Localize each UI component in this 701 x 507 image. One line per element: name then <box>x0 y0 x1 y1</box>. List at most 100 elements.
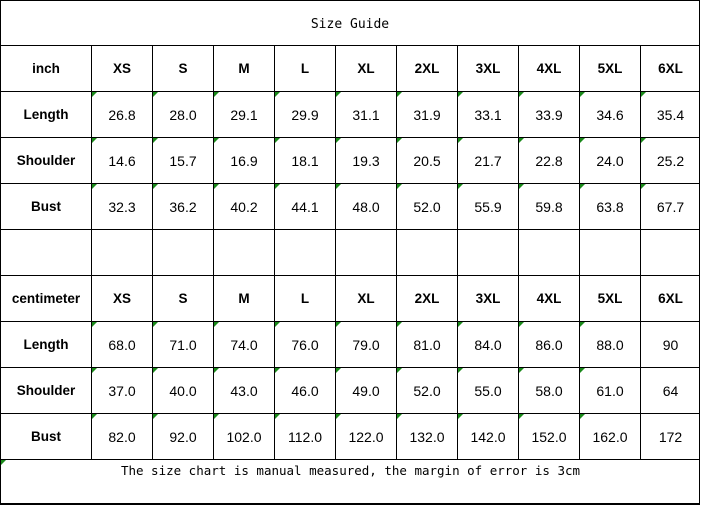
size-header-3xl[interactable]: 3XL <box>457 276 518 322</box>
value-cell[interactable]: 152.0 <box>518 414 579 460</box>
value-cell[interactable]: 172 <box>640 414 700 460</box>
size-header-5xl[interactable]: 5XL <box>579 276 640 322</box>
value-cell[interactable]: 22.8 <box>518 138 579 184</box>
value-cell[interactable]: 79.0 <box>335 322 396 368</box>
value-cell[interactable]: 122.0 <box>335 414 396 460</box>
unit-header-cell[interactable]: centimeter <box>0 276 91 322</box>
size-header-5xl[interactable]: 5XL <box>579 46 640 92</box>
value-cell[interactable]: 68.0 <box>91 322 152 368</box>
empty-cell[interactable] <box>457 230 518 276</box>
value-cell[interactable]: 31.9 <box>396 92 457 138</box>
row-label-length[interactable]: Length <box>0 322 91 368</box>
size-header-m[interactable]: M <box>213 46 274 92</box>
value-cell[interactable]: 35.4 <box>640 92 700 138</box>
value-cell[interactable]: 20.5 <box>396 138 457 184</box>
value-cell[interactable]: 142.0 <box>457 414 518 460</box>
value-cell[interactable]: 49.0 <box>335 368 396 414</box>
value-cell[interactable]: 46.0 <box>274 368 335 414</box>
row-label-shoulder[interactable]: Shoulder <box>0 368 91 414</box>
value-cell[interactable]: 33.1 <box>457 92 518 138</box>
size-header-xs[interactable]: XS <box>91 46 152 92</box>
unit-header-cell[interactable]: inch <box>0 46 91 92</box>
row-label-bust[interactable]: Bust <box>0 414 91 460</box>
value-cell[interactable]: 48.0 <box>335 184 396 230</box>
empty-cell[interactable] <box>396 230 457 276</box>
empty-cell[interactable] <box>152 230 213 276</box>
size-header-xl[interactable]: XL <box>335 46 396 92</box>
value-cell[interactable]: 71.0 <box>152 322 213 368</box>
size-header-s[interactable]: S <box>152 276 213 322</box>
row-label-bust[interactable]: Bust <box>0 184 91 230</box>
value-cell[interactable]: 58.0 <box>518 368 579 414</box>
empty-cell[interactable] <box>335 230 396 276</box>
value-cell[interactable]: 40.2 <box>213 184 274 230</box>
value-cell[interactable]: 34.6 <box>579 92 640 138</box>
value-cell[interactable]: 102.0 <box>213 414 274 460</box>
value-cell[interactable]: 31.1 <box>335 92 396 138</box>
size-header-l[interactable]: L <box>274 276 335 322</box>
size-header-s[interactable]: S <box>152 46 213 92</box>
value-cell[interactable]: 15.7 <box>152 138 213 184</box>
size-header-l[interactable]: L <box>274 46 335 92</box>
value-cell[interactable]: 43.0 <box>213 368 274 414</box>
value-cell[interactable]: 25.2 <box>640 138 700 184</box>
size-header-4xl[interactable]: 4XL <box>518 276 579 322</box>
value-cell[interactable]: 26.8 <box>91 92 152 138</box>
value-cell[interactable]: 29.9 <box>274 92 335 138</box>
value-cell[interactable]: 86.0 <box>518 322 579 368</box>
value-cell[interactable]: 44.1 <box>274 184 335 230</box>
empty-cell[interactable] <box>579 230 640 276</box>
value-cell[interactable]: 84.0 <box>457 322 518 368</box>
size-header-xl[interactable]: XL <box>335 276 396 322</box>
empty-cell[interactable] <box>213 230 274 276</box>
value-cell[interactable]: 16.9 <box>213 138 274 184</box>
value-cell[interactable]: 52.0 <box>396 368 457 414</box>
value-cell[interactable]: 14.6 <box>91 138 152 184</box>
empty-cell[interactable] <box>274 230 335 276</box>
value-cell[interactable]: 36.2 <box>152 184 213 230</box>
size-header-4xl[interactable]: 4XL <box>518 46 579 92</box>
value-cell[interactable]: 132.0 <box>396 414 457 460</box>
value-cell[interactable]: 18.1 <box>274 138 335 184</box>
value-cell[interactable]: 81.0 <box>396 322 457 368</box>
empty-cell[interactable] <box>0 230 91 276</box>
footer-note[interactable]: The size chart is manual measured, the m… <box>0 460 700 505</box>
value-cell[interactable]: 28.0 <box>152 92 213 138</box>
empty-cell[interactable] <box>518 230 579 276</box>
value-cell[interactable]: 55.0 <box>457 368 518 414</box>
value-cell[interactable]: 67.7 <box>640 184 700 230</box>
value-cell[interactable]: 76.0 <box>274 322 335 368</box>
value-cell[interactable]: 63.8 <box>579 184 640 230</box>
size-header-6xl[interactable]: 6XL <box>640 46 700 92</box>
size-header-6xl[interactable]: 6XL <box>640 276 700 322</box>
row-label-length[interactable]: Length <box>0 92 91 138</box>
value-cell[interactable]: 33.9 <box>518 92 579 138</box>
value-cell[interactable]: 61.0 <box>579 368 640 414</box>
value-cell[interactable]: 29.1 <box>213 92 274 138</box>
value-cell[interactable]: 52.0 <box>396 184 457 230</box>
empty-cell[interactable] <box>640 230 700 276</box>
size-header-3xl[interactable]: 3XL <box>457 46 518 92</box>
value-cell[interactable]: 59.8 <box>518 184 579 230</box>
value-cell[interactable]: 24.0 <box>579 138 640 184</box>
value-cell[interactable]: 64 <box>640 368 700 414</box>
row-label-shoulder[interactable]: Shoulder <box>0 138 91 184</box>
value-cell[interactable]: 19.3 <box>335 138 396 184</box>
value-cell[interactable]: 90 <box>640 322 700 368</box>
value-cell[interactable]: 32.3 <box>91 184 152 230</box>
value-cell[interactable]: 21.7 <box>457 138 518 184</box>
size-header-xs[interactable]: XS <box>91 276 152 322</box>
size-header-2xl[interactable]: 2XL <box>396 276 457 322</box>
size-header-m[interactable]: M <box>213 276 274 322</box>
value-cell[interactable]: 112.0 <box>274 414 335 460</box>
size-guide-title[interactable]: Size Guide <box>0 0 700 46</box>
value-cell[interactable]: 37.0 <box>91 368 152 414</box>
value-cell[interactable]: 92.0 <box>152 414 213 460</box>
value-cell[interactable]: 55.9 <box>457 184 518 230</box>
value-cell[interactable]: 88.0 <box>579 322 640 368</box>
value-cell[interactable]: 74.0 <box>213 322 274 368</box>
value-cell[interactable]: 162.0 <box>579 414 640 460</box>
value-cell[interactable]: 40.0 <box>152 368 213 414</box>
size-header-2xl[interactable]: 2XL <box>396 46 457 92</box>
empty-cell[interactable] <box>91 230 152 276</box>
